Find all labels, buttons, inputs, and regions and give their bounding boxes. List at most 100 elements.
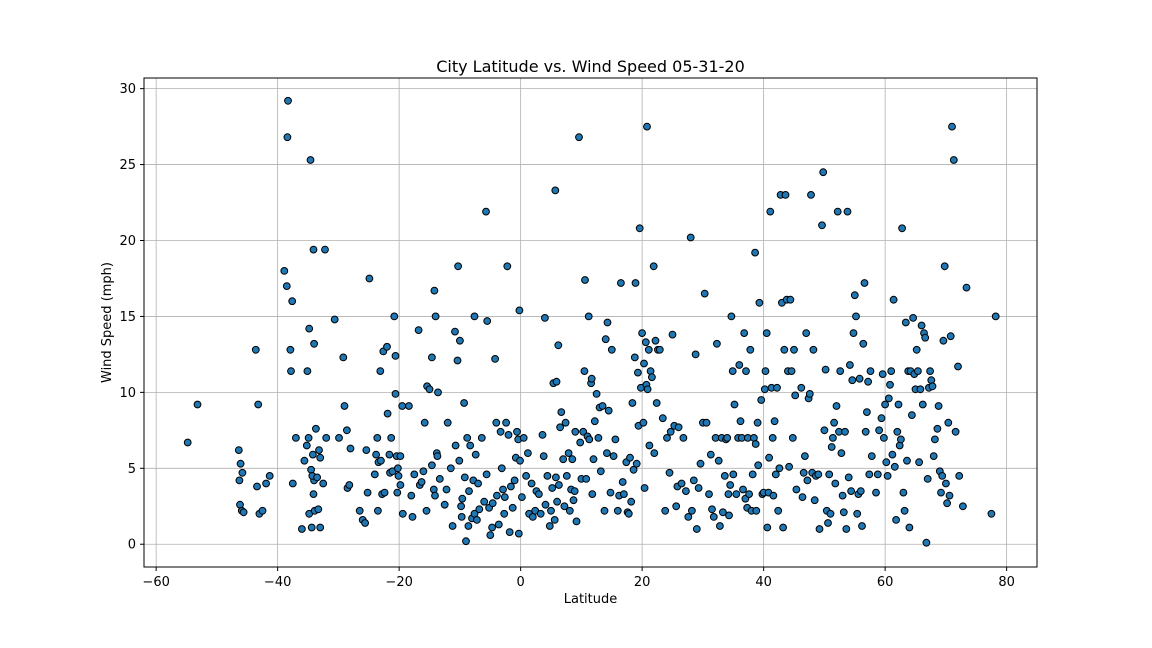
data-point	[781, 191, 790, 199]
data-point	[493, 491, 501, 500]
data-point	[300, 456, 309, 465]
data-point	[312, 424, 320, 433]
data-point	[809, 345, 818, 354]
data-point	[884, 394, 893, 403]
data-point	[394, 464, 402, 473]
data-point	[635, 224, 644, 233]
data-point	[380, 488, 389, 497]
data-point	[877, 414, 886, 423]
data-point	[335, 434, 343, 442]
data-point	[365, 274, 374, 283]
data-point	[830, 418, 838, 427]
data-point	[340, 402, 349, 410]
data-point	[585, 435, 594, 444]
data-point	[582, 475, 591, 483]
data-point	[477, 434, 486, 442]
data-point	[837, 449, 846, 458]
data-point	[649, 262, 658, 271]
data-point	[890, 462, 899, 471]
data-point	[457, 513, 466, 521]
data-point	[688, 506, 696, 515]
data-point	[908, 411, 916, 420]
data-point	[779, 523, 787, 532]
data-point	[859, 339, 868, 348]
data-point	[396, 481, 405, 489]
data-point	[497, 464, 506, 473]
data-point	[739, 485, 747, 494]
y-tick-label: 15	[119, 310, 136, 325]
data-point	[728, 367, 737, 376]
data-point	[918, 400, 927, 409]
data-point	[881, 400, 889, 409]
data-point	[729, 470, 738, 479]
data-point	[689, 476, 698, 485]
data-point	[410, 470, 419, 479]
x-tick-label: 40	[755, 575, 772, 590]
data-point	[740, 329, 749, 338]
data-point	[820, 426, 829, 435]
data-point	[645, 441, 654, 450]
data-point	[915, 458, 923, 467]
data-point	[774, 506, 783, 515]
data-point	[899, 488, 908, 497]
scatter-points	[183, 96, 1000, 547]
data-point	[761, 367, 770, 376]
data-point	[946, 332, 955, 341]
data-point	[515, 306, 524, 315]
data-point	[541, 500, 550, 509]
data-point	[435, 475, 444, 483]
data-point	[524, 449, 532, 458]
data-point	[457, 502, 466, 511]
data-point	[786, 295, 795, 304]
data-point	[451, 327, 459, 336]
data-point	[940, 262, 949, 271]
data-point	[883, 472, 892, 480]
data-point	[550, 516, 559, 524]
data-point	[288, 479, 297, 488]
data-point	[239, 508, 248, 517]
data-point	[465, 487, 473, 496]
data-point	[396, 452, 405, 461]
data-point	[454, 262, 463, 271]
data-point	[319, 479, 328, 488]
data-point	[374, 506, 382, 515]
data-point	[847, 487, 855, 496]
data-point	[826, 509, 835, 518]
data-point	[702, 418, 711, 427]
data-point	[626, 453, 634, 462]
data-point	[666, 427, 675, 436]
x-tick-label: 0	[516, 575, 524, 590]
data-point	[286, 345, 295, 354]
data-point	[373, 434, 382, 442]
data-point	[730, 400, 739, 409]
data-point	[307, 465, 316, 474]
data-point	[937, 488, 945, 497]
data-point	[629, 465, 638, 474]
data-point	[735, 361, 744, 369]
data-point	[923, 475, 932, 483]
data-point	[391, 390, 400, 398]
data-point	[677, 479, 686, 488]
data-point	[944, 418, 953, 427]
data-point	[571, 427, 580, 436]
data-point	[682, 487, 690, 496]
data-point	[821, 365, 830, 374]
data-point	[775, 464, 784, 473]
data-point	[302, 441, 311, 450]
data-point	[306, 156, 315, 164]
data-point	[552, 377, 561, 386]
data-point	[603, 318, 612, 327]
data-point	[663, 434, 671, 442]
x-tick-label: −20	[385, 575, 412, 590]
data-point	[628, 399, 637, 407]
data-point	[572, 517, 581, 526]
data-point	[510, 476, 519, 485]
data-point	[836, 367, 845, 376]
data-point	[850, 291, 859, 300]
data-point	[564, 449, 573, 458]
data-point	[843, 207, 852, 216]
data-point	[858, 522, 866, 530]
data-point	[867, 452, 876, 461]
data-point	[522, 472, 530, 480]
data-point	[849, 329, 858, 338]
